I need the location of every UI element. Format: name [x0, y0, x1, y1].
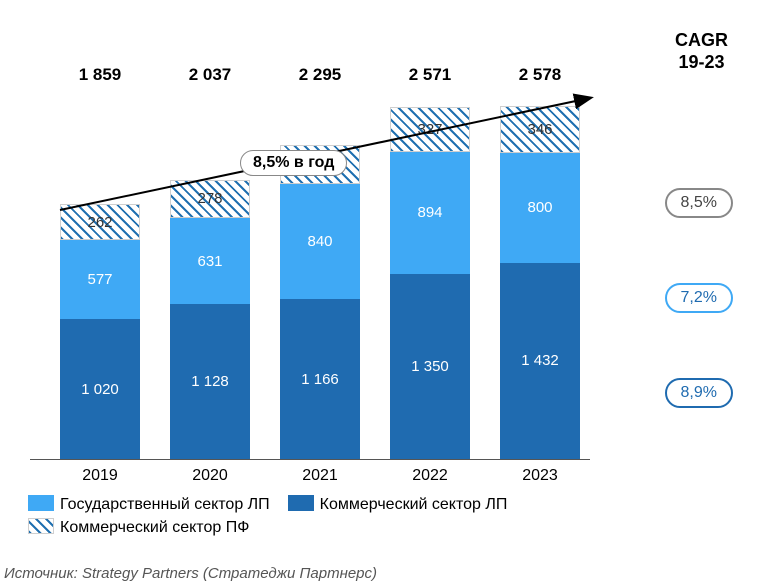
legend-swatch: [28, 495, 54, 511]
stacked-bar-chart: 1 0205772621 85920191 1286312782 0372020…: [30, 90, 590, 460]
x-axis-label: 2020: [170, 467, 250, 485]
legend-label: Коммерческий сектор ЛП: [320, 496, 508, 513]
segment-value: 278: [197, 190, 222, 207]
x-axis-label: 2022: [390, 467, 470, 485]
bar-segment: 894: [390, 152, 470, 275]
legend-item: Коммерческий сектор ПФ: [28, 519, 249, 536]
bar-segment: 1 128: [170, 304, 250, 459]
cagr-pill: 8,9%: [665, 378, 733, 408]
legend-row: Государственный сектор ЛП Коммерческий се…: [28, 495, 525, 514]
segment-value: 577: [87, 271, 112, 288]
bar-segment: 800: [500, 153, 580, 263]
bar-group: 1 4328003462 5782023: [500, 89, 580, 459]
source-citation: Источник: Strategy Partners (Стратеджи П…: [4, 565, 377, 582]
segment-value: 1 020: [81, 381, 119, 398]
segment-value: 327: [417, 121, 442, 138]
source-text: Источник: Strategy Partners (Стратеджи П…: [4, 565, 377, 582]
bar-segment: 346: [500, 106, 580, 153]
segment-value: 1 128: [191, 373, 229, 390]
legend-item: Государственный сектор ЛП: [28, 496, 270, 513]
bar-total: 2 037: [170, 65, 250, 176]
cagr-header-line1: CAGR: [675, 30, 728, 52]
bar-segment: 1 350: [390, 274, 470, 459]
legend-swatch: [288, 495, 314, 511]
bar-segment: 577: [60, 240, 140, 319]
cagr-pill: 8,5%: [665, 188, 733, 218]
bar-segment: 278: [170, 180, 250, 218]
bar-total: 2 578: [500, 65, 580, 102]
x-axis-label: 2021: [280, 467, 360, 485]
cagr-pill: 7,2%: [665, 283, 733, 313]
legend-label: Коммерческий сектор ПФ: [60, 519, 249, 536]
segment-value: 262: [87, 214, 112, 231]
bar-group: 1 3508943272 5712022: [390, 89, 470, 459]
bar-total: 1 859: [60, 65, 140, 200]
x-axis-label: 2023: [500, 467, 580, 485]
cagr-header-line2: 19-23: [675, 52, 728, 74]
bar-segment: 1 432: [500, 263, 580, 459]
bar-segment: 327: [390, 107, 470, 152]
segment-value: 346: [527, 121, 552, 138]
segment-value: 800: [527, 199, 552, 216]
bar-segment: 631: [170, 218, 250, 304]
bar-total: 2 295: [280, 65, 360, 141]
x-axis-label: 2019: [60, 467, 140, 485]
legend-item: Коммерческий сектор ЛП: [288, 496, 508, 513]
segment-value: 894: [417, 204, 442, 221]
growth-rate-label: 8,5% в год: [240, 150, 347, 176]
bar-total: 2 571: [390, 65, 470, 103]
bar-segment: 1 020: [60, 319, 140, 459]
bar-group: 1 0205772621 8592019: [60, 89, 140, 459]
segment-value: 1 166: [301, 371, 339, 388]
bar-group: 1 1668402892 2952021: [280, 89, 360, 459]
legend-label: Государственный сектор ЛП: [60, 496, 270, 513]
segment-value: 1 432: [521, 352, 559, 369]
segment-value: 631: [197, 253, 222, 270]
bar-segment: 262: [60, 204, 140, 240]
bar-segment: 1 166: [280, 299, 360, 459]
legend-row: Коммерческий сектор ПФ: [28, 518, 525, 537]
segment-value: 840: [307, 233, 332, 250]
bar-group: 1 1286312782 0372020: [170, 89, 250, 459]
legend-swatch: [28, 518, 54, 534]
growth-rate-text: 8,5% в год: [253, 154, 334, 171]
legend: Государственный сектор ЛП Коммерческий се…: [28, 495, 525, 541]
bar-segment: 840: [280, 184, 360, 299]
cagr-header: CAGR 19-23: [675, 30, 728, 73]
segment-value: 1 350: [411, 358, 449, 375]
